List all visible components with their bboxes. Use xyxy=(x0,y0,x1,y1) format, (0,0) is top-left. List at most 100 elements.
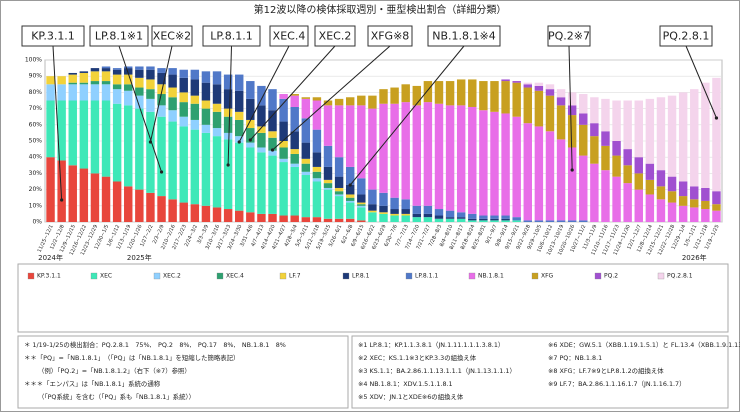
bar-segment xyxy=(423,102,433,206)
note-right: ※1 LP.8.1：KP.1.1.3.8.1（JN.1.11.1.1.1.3.8… xyxy=(358,341,504,349)
year-label: 2025年 xyxy=(127,253,152,262)
bar-segment xyxy=(157,105,166,117)
bar-segment xyxy=(68,82,77,85)
bar-segment xyxy=(678,181,688,197)
bar-segment xyxy=(545,131,555,221)
bar-segment xyxy=(79,168,89,222)
bar-segment xyxy=(290,149,299,154)
bar-segment xyxy=(190,103,200,120)
bar-segment xyxy=(334,194,344,197)
bar-segment xyxy=(479,110,488,216)
bar-segment xyxy=(246,212,255,222)
bar-segment xyxy=(90,81,100,85)
bar-segment xyxy=(534,220,544,222)
bar-segment xyxy=(246,128,255,143)
bar-segment xyxy=(179,116,188,127)
callout-arrowhead xyxy=(60,198,64,202)
note-left: ＊ 1/19-1/25の検出割合：PQ.2.8.1 75%, PQ.2 8%, … xyxy=(24,340,286,349)
bar-segment xyxy=(68,84,77,101)
note-right: ※4 NB.1.8.1：XDV.1.5.1.1.8.1 xyxy=(358,380,453,388)
note-left: （例）「PQ.2」=「NB.1.8.1.2」（右下（※7）参照） xyxy=(38,366,191,375)
bar-segment xyxy=(179,92,188,103)
bar-segment xyxy=(268,155,277,214)
bar-segment xyxy=(612,176,621,222)
bar-segment xyxy=(223,132,233,140)
bar-segment xyxy=(312,217,322,222)
callout-arrow xyxy=(349,45,465,186)
y-tick-label: 30% xyxy=(29,170,43,177)
bar-segment xyxy=(501,81,510,114)
bar-segment xyxy=(667,95,677,177)
bar-segment xyxy=(257,126,266,133)
callout-box xyxy=(21,25,85,47)
note-right: ※8 XFG：LF.7※9とLP.8.1.2の組換え体 xyxy=(548,366,664,375)
bar-segment xyxy=(246,147,255,213)
bar-segment xyxy=(501,79,510,82)
bar-segment xyxy=(412,205,422,214)
bar-segment xyxy=(135,69,144,78)
bar-segment xyxy=(512,82,521,117)
bar-segment xyxy=(135,108,144,190)
bar-segment xyxy=(112,68,122,70)
bar-segment xyxy=(312,152,322,167)
legend-swatch xyxy=(657,272,665,280)
bar-segment xyxy=(423,213,433,218)
callout-label: KP.3.1.1 xyxy=(31,30,75,43)
bar-segment xyxy=(368,108,377,190)
bar-segment xyxy=(701,209,710,222)
callout-box xyxy=(269,25,309,47)
bar-segment xyxy=(690,89,699,187)
bar-segment xyxy=(412,217,422,222)
bar-segment xyxy=(312,97,322,101)
bar-segment xyxy=(357,95,366,106)
bar-segment xyxy=(312,178,322,182)
bar-segment xyxy=(301,217,311,222)
bar-segment xyxy=(501,215,510,219)
bar-segment xyxy=(357,204,366,206)
legend-swatch xyxy=(216,272,224,280)
bar-segment xyxy=(279,141,288,148)
bar-segment xyxy=(179,126,188,203)
bar-segment xyxy=(345,184,355,195)
bar-segment xyxy=(634,157,643,174)
bar-segment xyxy=(456,217,466,219)
bar-segment xyxy=(390,87,399,104)
bar-segment xyxy=(68,100,77,166)
note-right: ※3 KS.1.1：BA.2.86.1.1.13.1.1.1（JN.1.13.1… xyxy=(358,367,516,375)
legend-label: XEC.2 xyxy=(163,273,181,280)
bar-segment xyxy=(468,213,477,219)
bar-segment xyxy=(690,207,699,222)
bar-segment xyxy=(168,110,177,122)
bar-segment xyxy=(468,220,477,222)
bar-segment xyxy=(567,115,577,148)
bar-segment xyxy=(112,69,122,75)
bar-segment xyxy=(523,82,532,85)
bar-segment xyxy=(678,205,688,222)
bar-segment xyxy=(334,105,344,158)
legend-swatch xyxy=(468,272,476,280)
bar-segment xyxy=(379,103,388,193)
bar-segment xyxy=(112,89,122,104)
bar-segment xyxy=(179,77,188,93)
callout-arrowhead xyxy=(570,168,574,172)
callout-arrowhead xyxy=(714,116,719,120)
bar-segment xyxy=(434,215,444,219)
bar-segment xyxy=(323,145,333,167)
bar-segment xyxy=(412,85,422,106)
bar-segment xyxy=(479,81,488,111)
bar-segment xyxy=(368,212,377,222)
bar-segment xyxy=(445,81,455,106)
legend-swatch xyxy=(531,272,539,280)
bar-segment xyxy=(390,215,399,222)
bar-segment xyxy=(712,191,721,205)
bar-segment xyxy=(190,129,200,205)
legend-label: XEC xyxy=(100,273,112,280)
bar-segment xyxy=(323,189,333,219)
bar-segment xyxy=(312,181,322,218)
bar-segment xyxy=(179,202,188,222)
bar-segment xyxy=(701,82,710,188)
bar-segment xyxy=(556,220,566,222)
callout-arrowhead xyxy=(148,140,153,144)
bar-segment xyxy=(268,213,277,222)
